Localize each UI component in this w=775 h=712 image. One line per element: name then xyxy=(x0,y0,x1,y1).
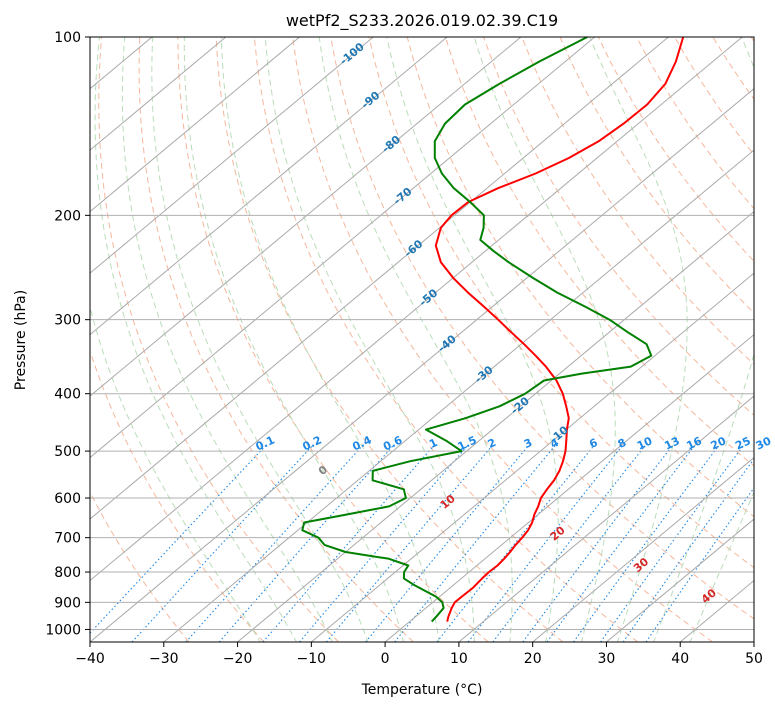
x-tick-label: 50 xyxy=(745,651,763,667)
y-tick-label: 200 xyxy=(54,208,81,224)
x-axis-label: Temperature (°C) xyxy=(361,682,483,698)
y-tick-label: 500 xyxy=(54,444,81,460)
y-tick-label: 100 xyxy=(54,30,81,46)
y-tick-label: 1000 xyxy=(45,622,81,638)
x-tick-label: −10 xyxy=(297,651,327,667)
x-tick-label: 10 xyxy=(450,651,468,667)
x-tick-label: 40 xyxy=(671,651,689,667)
x-tick-label: −20 xyxy=(223,651,253,667)
x-tick-label: −40 xyxy=(75,651,105,667)
x-tick-label: 20 xyxy=(524,651,542,667)
y-tick-label: 400 xyxy=(54,387,81,403)
y-tick-label: 700 xyxy=(54,531,81,547)
chart-title: wetPf2_S233.2026.019.02.39.C19 xyxy=(286,11,558,31)
y-tick-label: 800 xyxy=(54,565,81,581)
x-tick-label: −30 xyxy=(149,651,179,667)
x-tick-label: 0 xyxy=(381,651,390,667)
x-tick-label: 30 xyxy=(597,651,615,667)
y-tick-label: 600 xyxy=(54,491,81,507)
y-axis-label: Pressure (hPa) xyxy=(13,290,29,390)
y-tick-label: 300 xyxy=(54,313,81,329)
y-tick-label: 900 xyxy=(54,595,81,611)
